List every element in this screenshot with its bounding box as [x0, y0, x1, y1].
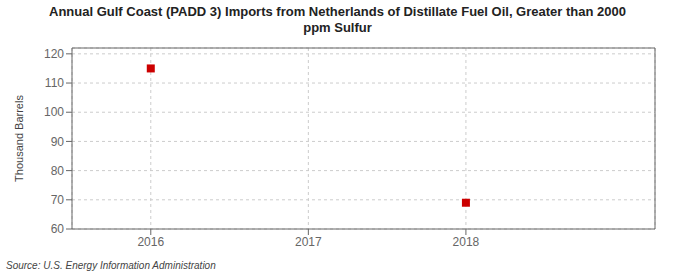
svg-text:Thousand Barrels: Thousand Barrels [13, 95, 25, 182]
svg-text:2018: 2018 [453, 235, 480, 249]
svg-text:60: 60 [51, 222, 65, 236]
svg-text:100: 100 [44, 105, 64, 119]
svg-text:2017: 2017 [295, 235, 322, 249]
html-text:ppm Sulfur: ppm Sulfur [303, 20, 372, 35]
svg-text:120: 120 [44, 47, 64, 61]
html-text:Source: U.S. Energy Informatio: Source: U.S. Energy Information Administ… [6, 260, 216, 271]
svg-text:80: 80 [51, 164, 65, 178]
svg-text:90: 90 [51, 135, 65, 149]
html-text:Annual Gulf Coast (PADD 3) Imp: Annual Gulf Coast (PADD 3) Imports from … [49, 4, 626, 19]
svg-text:110: 110 [45, 76, 64, 90]
svg-text:70: 70 [51, 193, 65, 207]
svg-text:2016: 2016 [137, 235, 164, 249]
